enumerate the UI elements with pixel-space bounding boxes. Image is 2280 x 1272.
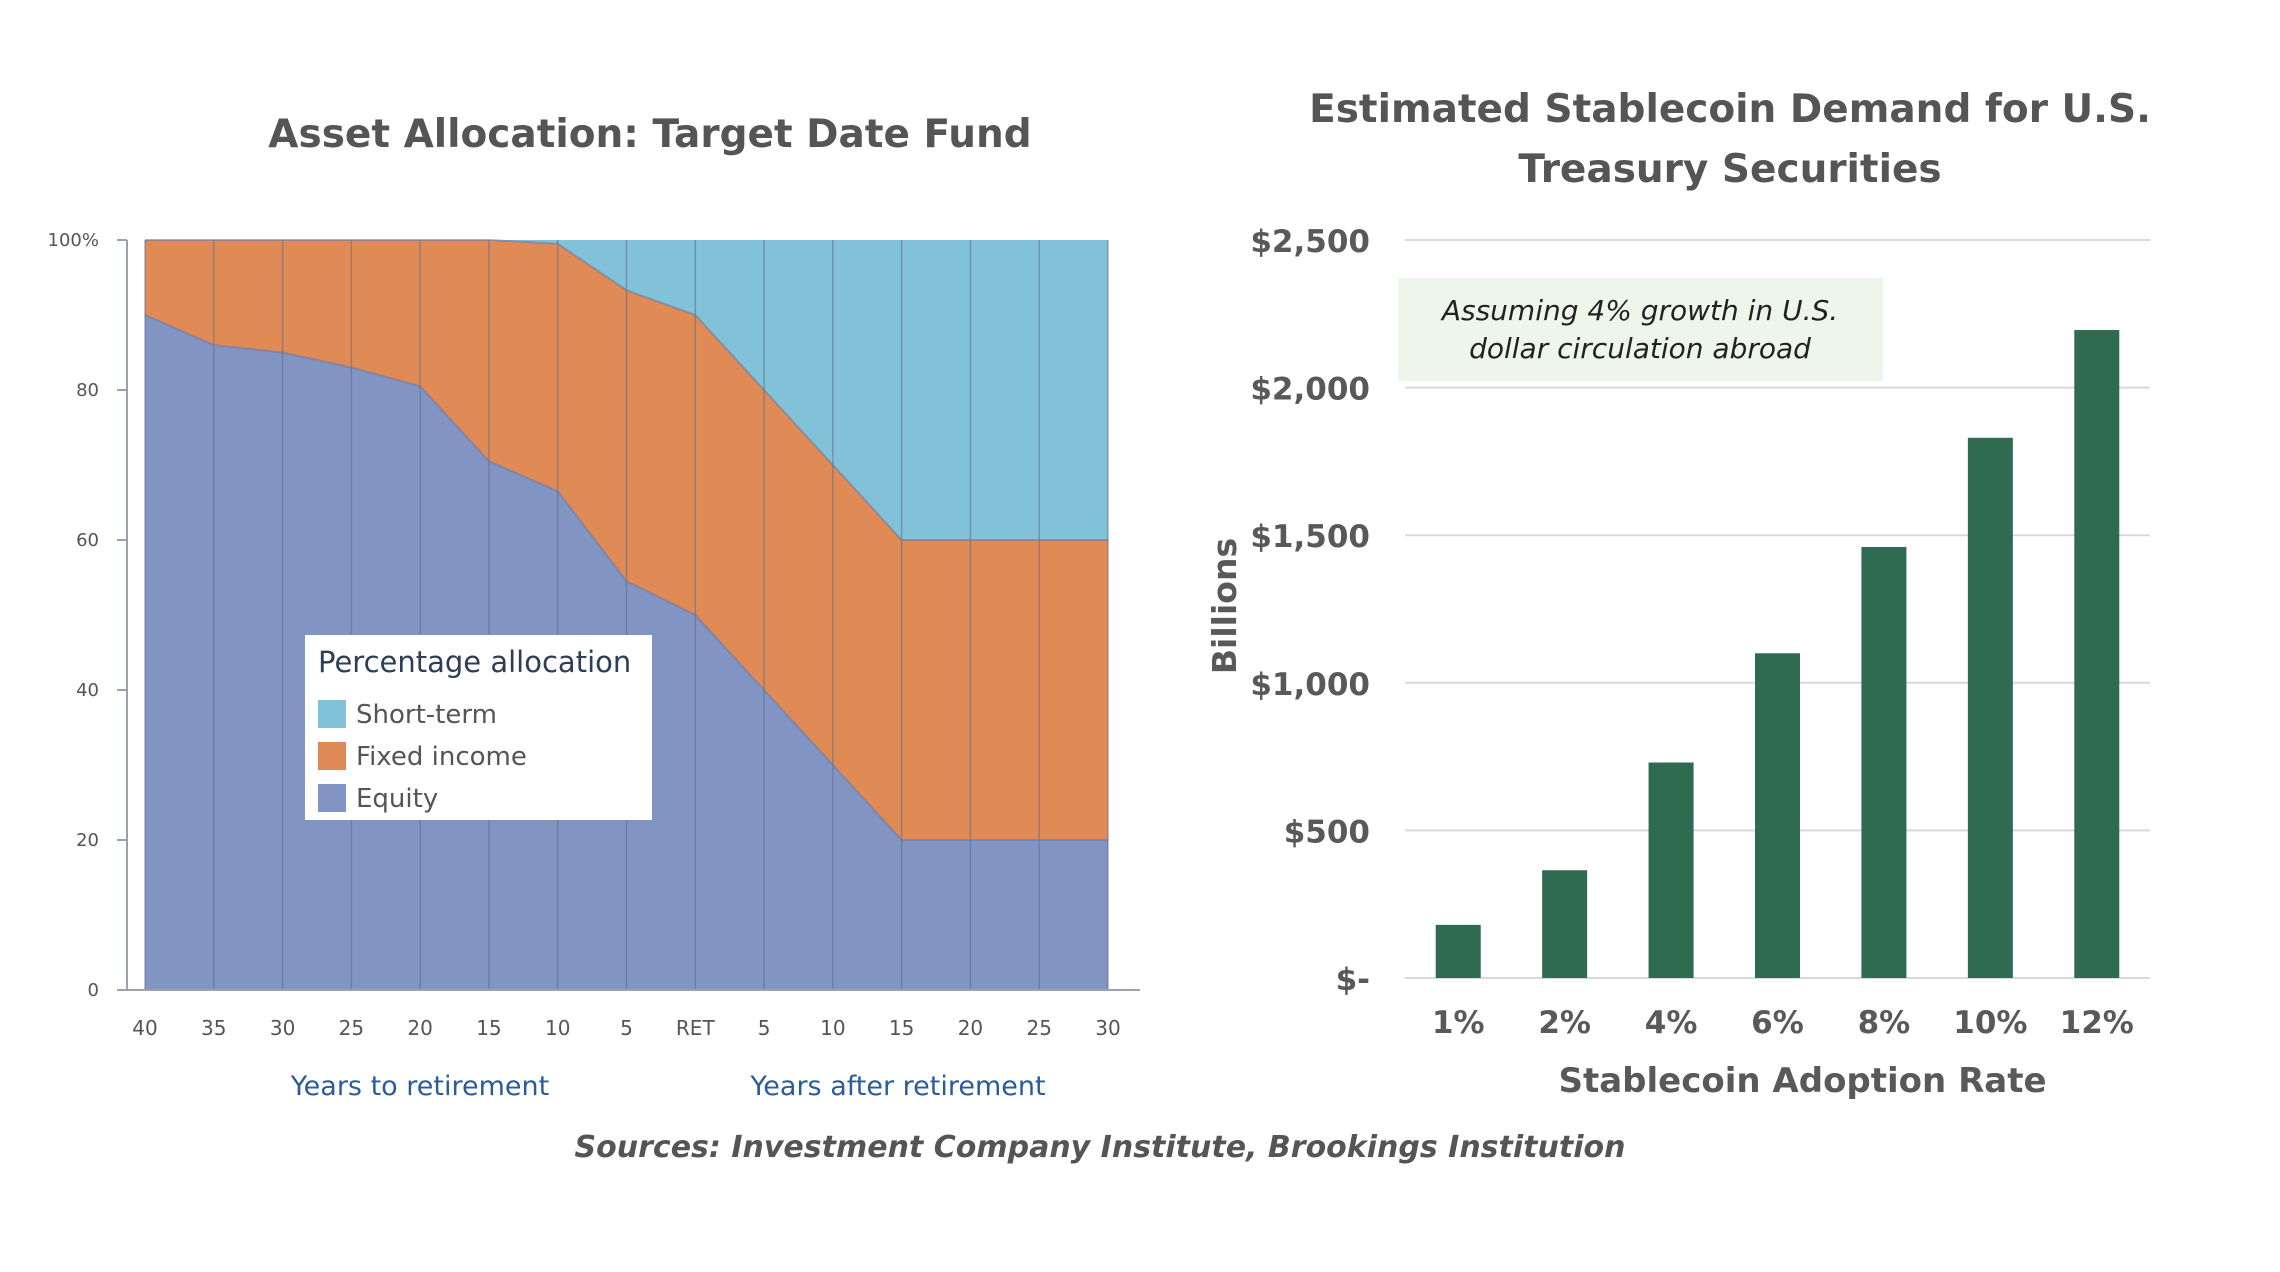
x-axis-title: Stablecoin Adoption Rate	[1558, 1061, 2046, 1101]
legend-swatch-short-term	[318, 700, 346, 728]
y-tick-label: 0	[88, 980, 99, 1001]
y-tick-label: 40	[76, 680, 99, 701]
x-tick-label: 20	[407, 1016, 432, 1040]
x-tick-label: 30	[270, 1016, 295, 1040]
sources-note: Sources: Investment Company Institute, B…	[574, 1130, 1626, 1165]
bar	[2074, 330, 2120, 978]
annotation: Assuming 4% growth in U.S. dollar circula…	[1398, 278, 1883, 381]
x-tick-label: 20	[958, 1016, 983, 1040]
x-tick-label: 40	[132, 1016, 157, 1040]
x-tick-label: RET	[676, 1016, 716, 1040]
right-chart-title-line2: Treasury Securities	[1518, 147, 1942, 192]
y-tick-label: 20	[76, 830, 99, 851]
y-tick-label: 100%	[48, 230, 99, 251]
left-chart-title: Asset Allocation: Target Date Fund	[268, 112, 1032, 157]
x-group-label-after: Years after retirement	[749, 1071, 1045, 1102]
x-tick-label: 5	[620, 1016, 633, 1040]
legend-swatch-equity	[318, 784, 346, 812]
legend-title: Percentage allocation	[318, 645, 631, 679]
y-tick-label: $1,500	[1250, 519, 1370, 555]
y-tick-label: $500	[1284, 814, 1370, 850]
bar	[1755, 653, 1800, 978]
y-tick-label: $2,000	[1250, 372, 1370, 408]
legend-swatch-fixed-income	[318, 742, 346, 770]
x-tick-label: 25	[339, 1016, 364, 1040]
legend-box	[305, 635, 652, 820]
x-tick-label: 4%	[1645, 1005, 1698, 1041]
annotation-line1: Assuming 4% growth in U.S.	[1440, 294, 1838, 327]
x-tick-label: 12%	[2060, 1005, 2134, 1041]
x-tick-label: 8%	[1858, 1005, 1911, 1041]
bar	[1967, 437, 2013, 978]
x-tick-label: 35	[201, 1016, 226, 1040]
x-tick-label: 2%	[1538, 1005, 1591, 1041]
x-group-label-before: Years to retirement	[290, 1071, 549, 1102]
annotation-box	[1398, 278, 1883, 381]
y-axis-title: Billions	[1205, 538, 1244, 674]
area-legend: Percentage allocation Short-term Fixed inc…	[305, 635, 652, 820]
y-tick-label: 60	[76, 530, 99, 551]
y-tick-label: $-	[1336, 962, 1370, 998]
legend-label-equity: Equity	[356, 784, 438, 814]
x-tick-label: 25	[1026, 1016, 1051, 1040]
x-tick-label: 15	[476, 1016, 501, 1040]
right-chart-title: Estimated Stablecoin Demand for U.S. Tre…	[1290, 80, 2170, 200]
x-tick-label: 10	[820, 1016, 845, 1040]
y-tick-label: $1,000	[1250, 667, 1370, 703]
bar	[1861, 547, 1907, 978]
bar	[1542, 870, 1588, 978]
area-short-term	[145, 240, 1108, 540]
right-chart-title-line1: Estimated Stablecoin Demand for U.S.	[1309, 87, 2151, 132]
x-tick-label: 6%	[1751, 1005, 1804, 1041]
legend-label-fixed-income: Fixed income	[356, 742, 527, 772]
x-tick-label: 1%	[1432, 1005, 1485, 1041]
x-tick-label: 30	[1095, 1016, 1120, 1040]
bar-chart: $- $500 $1,000 $1,500 $2,000 $2,500 Assuming 4…	[1205, 224, 2150, 1101]
x-tick-label: 10%	[1953, 1005, 2027, 1041]
bar	[1435, 924, 1481, 978]
x-tick-label: 15	[889, 1016, 914, 1040]
x-tick-label: 5	[758, 1016, 771, 1040]
x-tick-label: 10	[545, 1016, 570, 1040]
area-chart: 0 20 40 60 80 100% 40 35 30 25 20 15 10 5 RET 5 10 15 20 25…	[48, 230, 1140, 1102]
annotation-line2: dollar circulation abroad	[1469, 332, 1811, 365]
bar	[1648, 762, 1694, 978]
legend-label-short-term: Short-term	[356, 700, 497, 730]
y-tick-label: $2,500	[1250, 224, 1370, 260]
y-tick-label: 80	[76, 380, 99, 401]
